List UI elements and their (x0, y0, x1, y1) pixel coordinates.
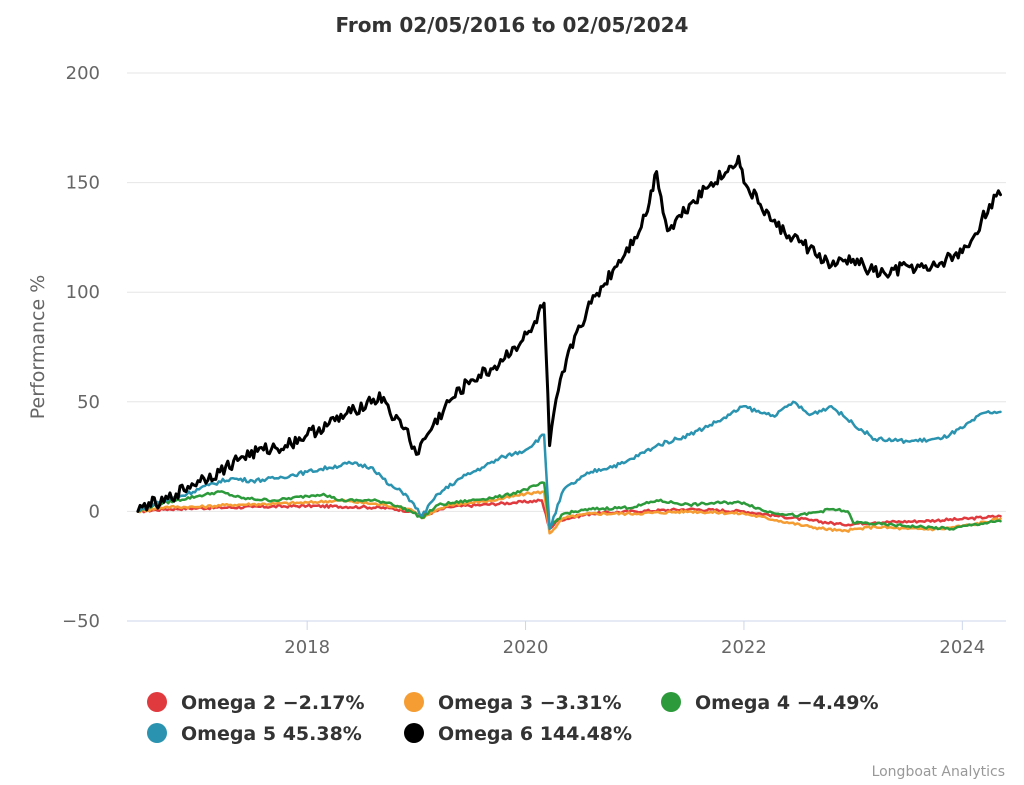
legend-label: Omega 3 −3.31% (438, 692, 622, 714)
series-line-omega-3[interactable] (136, 490, 1002, 535)
legend-marker (147, 692, 167, 712)
credit-label[interactable]: Longboat Analytics (872, 764, 1005, 780)
series-line-omega-4[interactable] (136, 481, 1002, 531)
legend-label: Omega 6 144.48% (438, 723, 632, 745)
x-axis: 2018 2020 2022 2024 (284, 621, 985, 658)
legend-marker (661, 692, 681, 712)
series-line-omega-6[interactable] (136, 154, 1002, 513)
legend-item-omega-2[interactable]: Omega 2 −2.17% (147, 692, 365, 714)
legend-marker (147, 723, 167, 743)
x-tick-label: 2018 (284, 637, 330, 658)
y-tick-label: 100 (66, 282, 100, 303)
chart-title: From 02/05/2016 to 02/05/2024 (336, 13, 689, 37)
x-tick-label: 2024 (939, 637, 985, 658)
y-tick-label: 200 (66, 63, 100, 84)
y-axis: −50 0 50 100 150 200 (62, 63, 100, 632)
y-tick-label: 0 (89, 501, 100, 522)
legend-marker (404, 723, 424, 743)
legend-item-omega-6[interactable]: Omega 6 144.48% (404, 723, 632, 745)
series-group (136, 154, 1002, 535)
y-tick-label: 150 (66, 173, 100, 194)
legend-label: Omega 2 −2.17% (181, 692, 365, 714)
legend-item-omega-4[interactable]: Omega 4 −4.49% (661, 692, 879, 714)
series-line-omega-5[interactable] (136, 400, 1002, 531)
legend: Omega 2 −2.17% Omega 3 −3.31% Omega 4 −4.4… (147, 692, 879, 745)
grid-lines (127, 72, 1006, 622)
legend-item-omega-3[interactable]: Omega 3 −3.31% (404, 692, 622, 714)
legend-label: Omega 4 −4.49% (695, 692, 879, 714)
legend-label: Omega 5 45.38% (181, 723, 362, 745)
legend-item-omega-5[interactable]: Omega 5 45.38% (147, 723, 362, 745)
legend-marker (404, 692, 424, 712)
y-tick-label: −50 (62, 611, 100, 632)
x-tick-label: 2020 (503, 637, 549, 658)
y-axis-label: Performance % (27, 275, 49, 420)
x-tick-label: 2022 (721, 637, 767, 658)
y-tick-label: 50 (77, 392, 100, 413)
